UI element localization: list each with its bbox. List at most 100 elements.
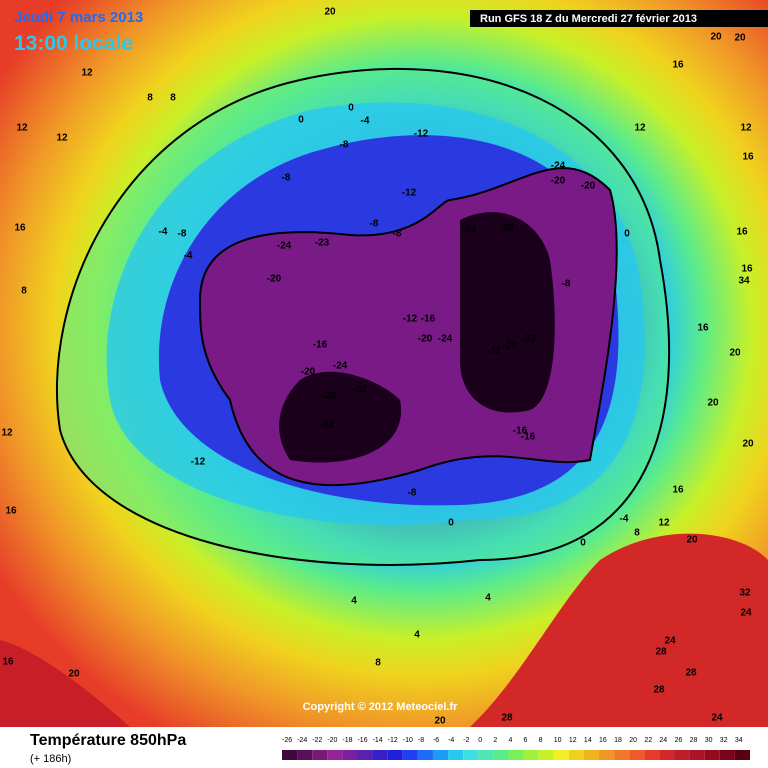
contour-label: 20 [742,439,754,450]
contour-label: 24 [740,608,752,619]
legend-swatch [734,750,750,760]
contour-label: -16 [313,340,328,351]
contour-label: 20 [710,32,722,43]
legend-swatch [704,750,720,760]
contour-label: 16 [697,323,709,334]
legend-label: 8 [539,737,543,744]
contour-label: -28 [500,223,515,234]
contour-label: 16 [672,485,684,496]
legend-swatch [478,750,494,760]
contour-label: 16 [736,227,748,238]
contour-label: -23 [315,238,330,249]
contour-label: 16 [14,223,26,234]
legend-label: -26 [282,737,292,744]
legend-swatch [568,750,584,760]
legend-swatch [463,750,479,760]
contour-label: -32 [487,346,502,357]
legend-label: 0 [478,737,482,744]
legend-label: 20 [629,737,637,744]
contour-label: -8 [408,488,417,499]
legend-swatch [599,750,615,760]
legend-swatch [538,750,554,760]
legend-label: 34 [735,737,743,744]
contour-label: -24 [551,161,566,172]
legend-swatch [644,750,660,760]
legend-swatch [432,750,449,760]
contour-label: 12 [740,123,752,134]
contour-label: 8 [170,93,176,104]
contour-label: 16 [672,60,684,71]
legend-swatch [342,750,358,760]
contour-label: 8 [21,286,27,297]
time: 13:00 locale [14,32,133,55]
contour-label: -12 [402,188,417,199]
legend-swatch [553,750,569,760]
legend-swatch [493,750,509,760]
contour-label: 20 [68,669,80,680]
legend-label: 14 [584,737,592,744]
legend-label: 16 [599,737,607,744]
contour-label: 20 [729,348,741,359]
contour-label: 4 [351,596,357,607]
legend-label: -22 [312,737,322,744]
legend-swatch [448,750,464,760]
contour-label: -28 [322,391,337,402]
contour-label: 12 [16,123,28,134]
contour-label: 16 [5,506,17,517]
legend-label: 4 [508,737,512,744]
legend-label: 6 [524,737,528,744]
contour-label: 24 [711,713,723,724]
legend-swatch [402,750,418,760]
contour-label: 12 [634,123,646,134]
contour-label: -4 [184,251,193,262]
contour-label: 8 [375,658,381,669]
contour-label: -4 [361,116,370,127]
contour-label: -8 [178,229,187,240]
contour-label: -8 [370,219,379,230]
contour-label: 16 [741,264,753,275]
contour-label: 0 [624,229,630,240]
run: Run GFS 18 Z du Mercredi 27 février 2013 [480,13,697,25]
contour-label: -16 [421,314,436,325]
contour-label: 32 [739,588,751,599]
legend-swatch [312,750,328,760]
contour-label: -4 [159,227,168,238]
contour-label: -8 [282,173,291,184]
contour-label: -8 [562,279,571,290]
contour-label: 8 [147,93,153,104]
legend-swatch [629,750,645,760]
legend-label: 22 [644,737,652,744]
contour-label: 8 [634,528,640,539]
legend-label: -12 [388,737,398,744]
legend-swatch [387,750,403,760]
contour-label: 12 [1,428,13,439]
contour-label: -4 [620,514,629,525]
legend-swatch [327,750,343,760]
legend-swatch [583,750,600,760]
contour-label: -20 [581,181,596,192]
contour-label: 12 [81,68,93,79]
contour-label: -20 [301,367,316,378]
contour-label: -20 [418,334,433,345]
contour-label: 0 [348,103,354,114]
legend-swatch [614,750,630,760]
map [0,0,768,727]
contour-label: 20 [434,716,446,727]
contour-label: 34 [738,276,750,287]
legend-label: -24 [297,737,307,744]
contour-label: 24 [664,636,676,647]
legend-label: 32 [720,737,728,744]
contour-label: 4 [485,593,491,604]
legend-label: -16 [357,737,367,744]
contour-label: -28 [503,341,518,352]
contour-label: -16 [513,426,528,437]
legend-label: -2 [463,737,469,744]
contour-label: -32 [320,420,335,431]
legend-swatch [674,750,690,760]
contour-label: 20 [734,33,746,44]
contour-label: 4 [414,630,420,641]
contour-label: -32 [522,334,537,345]
contour-label: -20 [551,176,566,187]
contour-label: -24 [462,225,477,236]
